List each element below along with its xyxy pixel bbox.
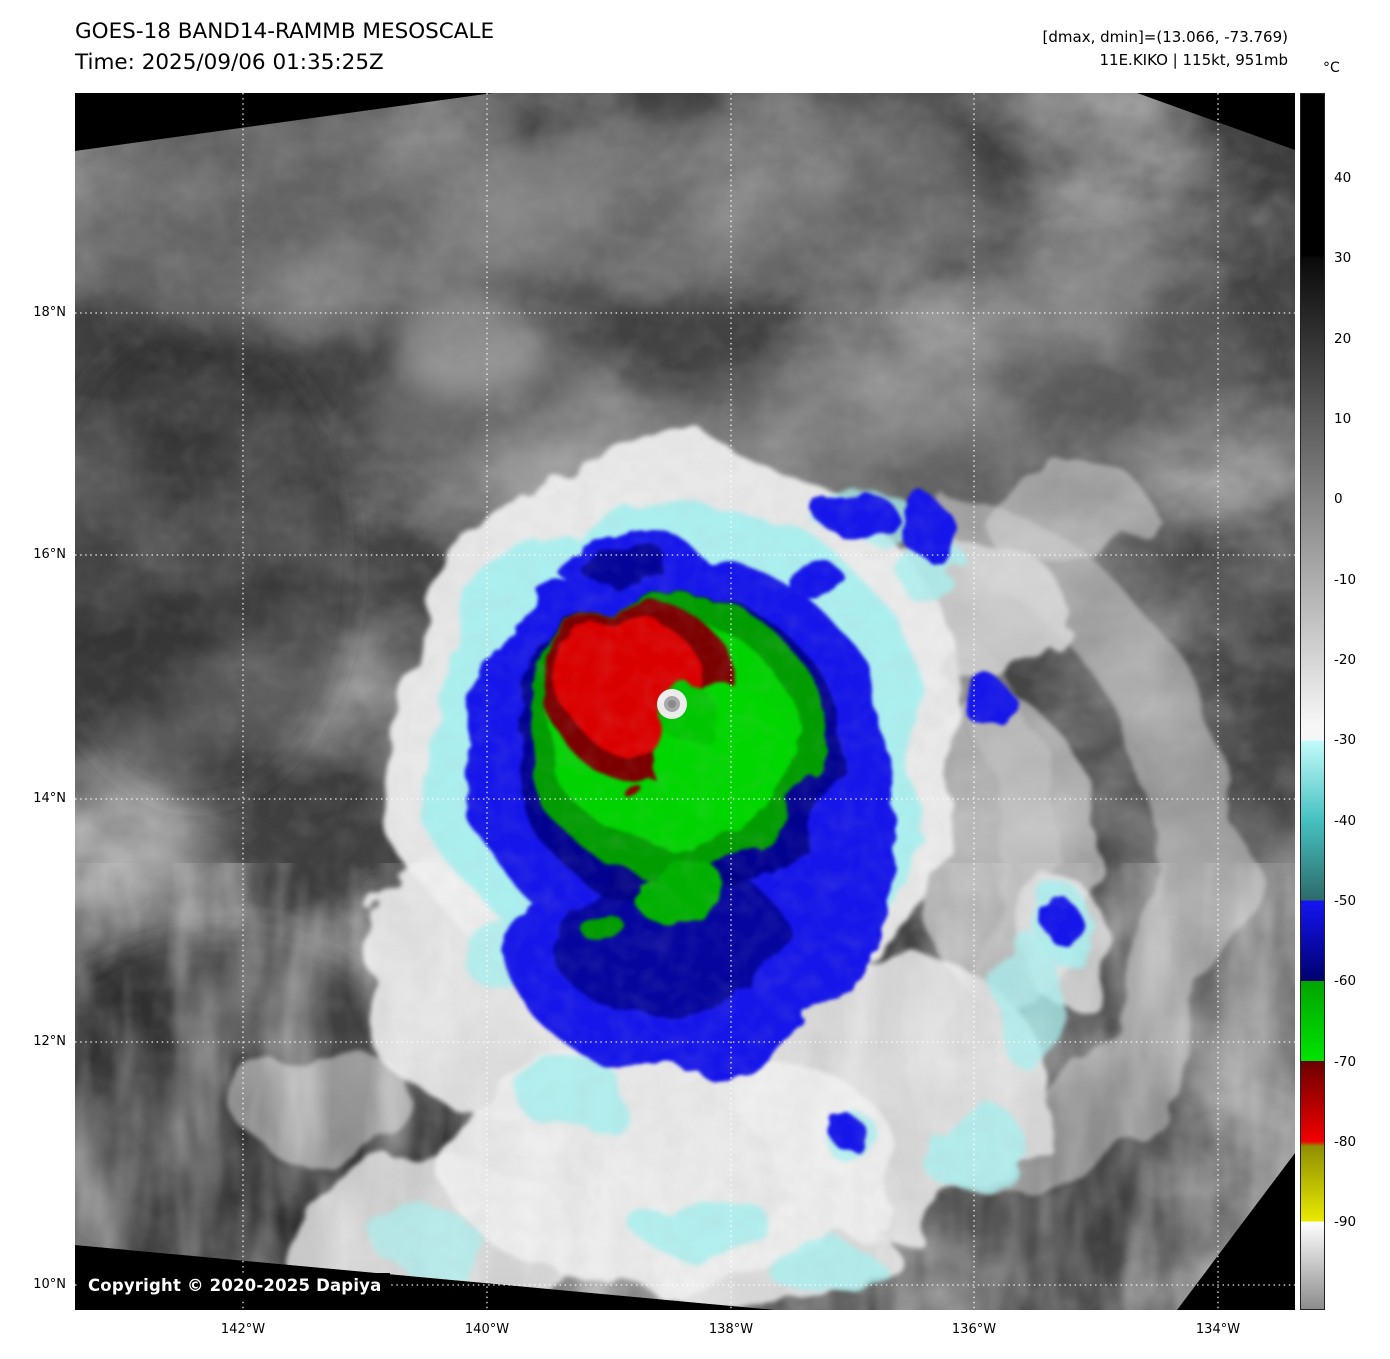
longitude-label: 134°W bbox=[1195, 1322, 1241, 1337]
colorbar bbox=[1300, 93, 1325, 1310]
colorbar-tick-label: -80 bbox=[1334, 1134, 1357, 1151]
colorbar-tick-label: -70 bbox=[1334, 1053, 1357, 1070]
satellite-map: Copyright © 2020-2025 Dapiya bbox=[75, 93, 1295, 1310]
copyright-label: Copyright © 2020-2025 Dapiya bbox=[79, 1273, 391, 1298]
latitude-label: 18°N bbox=[33, 305, 66, 320]
latitude-label: 10°N bbox=[33, 1277, 66, 1292]
colorbar-tick-label: 0 bbox=[1334, 491, 1343, 508]
colorbar-tick-label: -10 bbox=[1334, 571, 1357, 588]
colorbar-unit-label: °C bbox=[1323, 60, 1340, 76]
satellite-swath bbox=[75, 93, 1295, 1310]
storm-info-label: 11E.KIKO | 115kt, 951mb bbox=[1099, 50, 1288, 69]
longitude-label: 142°W bbox=[220, 1322, 266, 1337]
time-label: Time: 2025/09/06 01:35:25Z bbox=[75, 50, 384, 76]
colorbar-tick-label: 10 bbox=[1334, 410, 1352, 427]
colorbar-tick-label: -60 bbox=[1334, 973, 1357, 990]
satellite-image bbox=[75, 93, 1295, 1310]
colorbar-tick-label: 20 bbox=[1334, 330, 1352, 347]
colorbar-tick-label: -30 bbox=[1334, 732, 1357, 749]
colorbar-tick-label: 40 bbox=[1334, 169, 1352, 186]
colorbar-tick-label: -50 bbox=[1334, 893, 1357, 910]
latitude-label: 16°N bbox=[33, 547, 66, 562]
colorbar-tick-label: -90 bbox=[1334, 1214, 1357, 1231]
header-left: GOES-18 BAND14-RAMMB MESOSCALE Time: 202… bbox=[75, 16, 494, 78]
colorbar-tick-label: -20 bbox=[1334, 652, 1357, 669]
longitude-label: 136°W bbox=[951, 1322, 997, 1337]
product-title: GOES-18 BAND14-RAMMB MESOSCALE bbox=[75, 19, 495, 44]
colorbar-tick-label: 30 bbox=[1334, 250, 1352, 267]
latitude-label: 12°N bbox=[33, 1034, 66, 1049]
dmax-dmin-label: [dmax, dmin]=(13.066, -73.769) bbox=[1042, 28, 1288, 46]
longitude-label: 138°W bbox=[708, 1322, 754, 1337]
latitude-label: 14°N bbox=[33, 791, 66, 806]
header-right: [dmax, dmin]=(13.066, -73.769) 11E.KIKO … bbox=[1043, 26, 1288, 71]
longitude-label: 140°W bbox=[464, 1322, 510, 1337]
colorbar-tick-label: -40 bbox=[1334, 812, 1357, 829]
